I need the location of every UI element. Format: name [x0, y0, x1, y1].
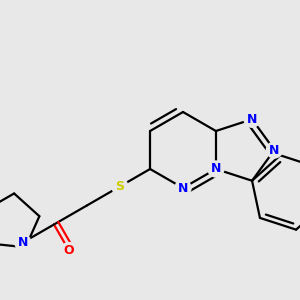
Circle shape	[266, 142, 282, 158]
Text: O: O	[64, 244, 74, 257]
Text: N: N	[247, 113, 257, 126]
Circle shape	[175, 180, 191, 196]
Text: N: N	[269, 143, 280, 157]
Text: S: S	[115, 180, 124, 193]
Text: N: N	[178, 182, 188, 194]
Text: N: N	[211, 163, 221, 176]
Text: N: N	[18, 236, 28, 249]
Circle shape	[15, 235, 31, 250]
Circle shape	[208, 161, 224, 177]
Circle shape	[61, 242, 77, 259]
Circle shape	[112, 178, 128, 194]
Circle shape	[244, 111, 260, 127]
